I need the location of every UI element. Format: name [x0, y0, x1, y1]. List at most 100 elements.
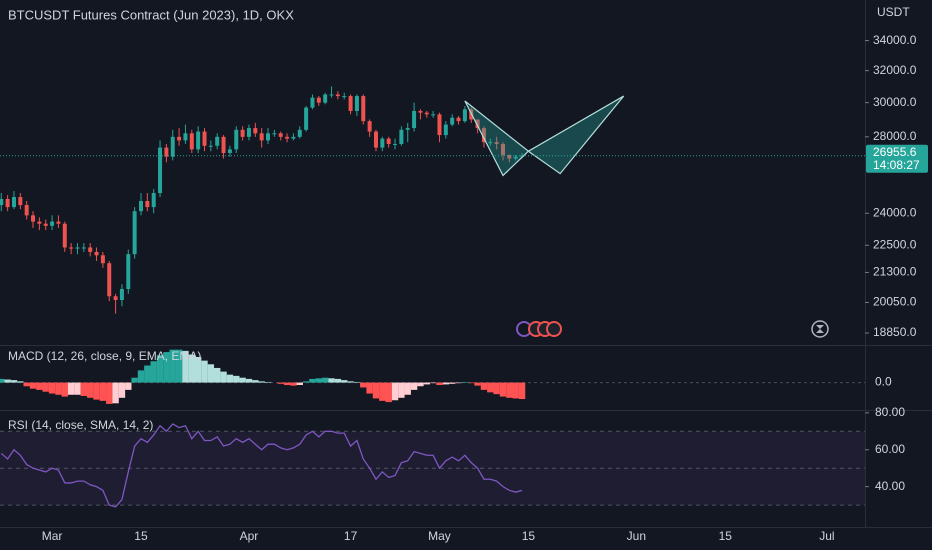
candle-body — [431, 114, 436, 116]
candle-body — [151, 193, 156, 208]
candle-body — [170, 136, 175, 157]
last-price-label: 26955.6 — [873, 145, 917, 159]
candle-body — [481, 128, 486, 143]
candle-body — [189, 133, 194, 150]
y-tick-label: 40.00 — [875, 479, 905, 493]
candle-body — [323, 94, 328, 103]
histogram-bar — [36, 382, 43, 390]
event-icons[interactable] — [516, 321, 562, 337]
y-tick-label: 20050.0 — [873, 295, 917, 309]
x-tick-label: May — [428, 529, 451, 543]
x-tick-label: Mar — [42, 529, 63, 543]
candle-body — [138, 201, 143, 212]
icon[interactable] — [811, 320, 829, 338]
histogram-bar — [112, 382, 119, 404]
histogram-bar — [163, 352, 170, 383]
candle-body — [113, 296, 118, 300]
histogram-bar — [86, 382, 94, 398]
candle-body — [500, 143, 505, 155]
candle-body — [11, 197, 16, 208]
histogram-bar — [29, 382, 37, 389]
x-tick-label: Jul — [819, 529, 834, 543]
candle-body — [62, 223, 67, 248]
candle-body — [418, 110, 423, 113]
histogram-bar — [448, 382, 456, 384]
rsi-line — [0, 423, 523, 508]
candle-body — [513, 156, 518, 159]
candle-body — [0, 199, 4, 206]
candle-body — [50, 221, 55, 226]
y-tick-label: 22500.0 — [873, 237, 917, 251]
candle-body — [405, 128, 410, 130]
histogram-bar — [429, 382, 437, 384]
candle-body — [348, 96, 353, 111]
candle-body — [354, 96, 359, 111]
candle-body — [443, 124, 448, 136]
candle-body — [246, 128, 251, 137]
candle-body — [177, 136, 182, 141]
histogram-bar — [10, 380, 18, 383]
candle-body — [285, 136, 290, 139]
y-tick-label: 80.00 — [875, 405, 905, 419]
histogram-bar — [252, 380, 259, 383]
x-tick-label: Apr — [240, 529, 259, 543]
y-tick-label: 34000.0 — [873, 33, 917, 47]
candle-body — [158, 147, 163, 194]
histogram-bar — [366, 382, 373, 394]
candle-body — [475, 119, 480, 129]
indicator-title: MACD (12, 26, close, 9, EMA, EMA) — [8, 349, 201, 363]
icon — [816, 325, 824, 333]
histogram-bar — [302, 381, 310, 383]
candle-body — [367, 121, 372, 132]
candle-body — [494, 142, 499, 144]
candle-body — [393, 143, 398, 145]
histogram-bar — [137, 370, 145, 383]
histogram-bar — [423, 382, 430, 385]
histogram-bar — [512, 382, 519, 399]
pattern-shape — [464, 100, 530, 177]
histogram-bar — [194, 356, 202, 383]
replay-icon[interactable] — [811, 320, 829, 338]
candle-body — [202, 131, 207, 146]
histogram-bar — [188, 354, 195, 383]
x-tick-label: 15 — [719, 529, 733, 543]
histogram-bar — [518, 382, 526, 400]
candle-body — [456, 117, 461, 122]
candle-body — [145, 201, 150, 208]
histogram-bar — [321, 377, 329, 383]
candle-body — [386, 138, 391, 144]
candle-body — [361, 96, 366, 122]
histogram-bar — [23, 382, 30, 387]
histogram-bar — [207, 364, 215, 383]
histogram-bar — [169, 349, 176, 383]
candle-body — [412, 110, 417, 129]
candle-body — [119, 289, 124, 300]
candle-body — [335, 94, 340, 97]
y-tick-label: 32000.0 — [873, 63, 917, 77]
candle-body — [24, 205, 29, 216]
histogram-bar — [264, 381, 272, 383]
candle-body — [234, 129, 239, 150]
candle-body — [56, 221, 61, 224]
histogram-bar — [296, 382, 303, 386]
histogram-bar — [499, 382, 507, 397]
candle-body — [81, 247, 86, 249]
histogram-bar — [201, 360, 208, 383]
candle-body — [227, 149, 232, 154]
histogram-bar — [379, 382, 386, 401]
candle-body — [88, 247, 93, 252]
histogram-bar — [214, 367, 221, 383]
histogram-bar — [461, 381, 469, 383]
candle-body — [215, 136, 220, 146]
y-tick-label: 60.00 — [875, 442, 905, 456]
y-tick-label: 0.0 — [875, 375, 892, 389]
candle-body — [437, 114, 442, 136]
candle-body — [329, 94, 334, 96]
histogram-bar — [341, 380, 348, 383]
histogram-bar — [182, 350, 189, 383]
candle-body — [196, 131, 201, 150]
event-icon[interactable] — [546, 321, 562, 337]
candle-body — [373, 131, 378, 148]
candle-body — [31, 215, 36, 222]
